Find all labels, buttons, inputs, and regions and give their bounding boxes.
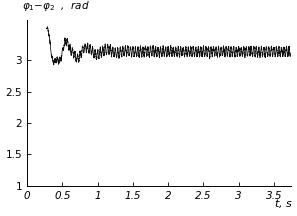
Y-axis label: $\varphi_1$$-$$\varphi_2$  ,  $rad$: $\varphi_1$$-$$\varphi_2$ , $rad$	[22, 0, 90, 13]
X-axis label: $t$, $s$: $t$, $s$	[274, 197, 293, 210]
